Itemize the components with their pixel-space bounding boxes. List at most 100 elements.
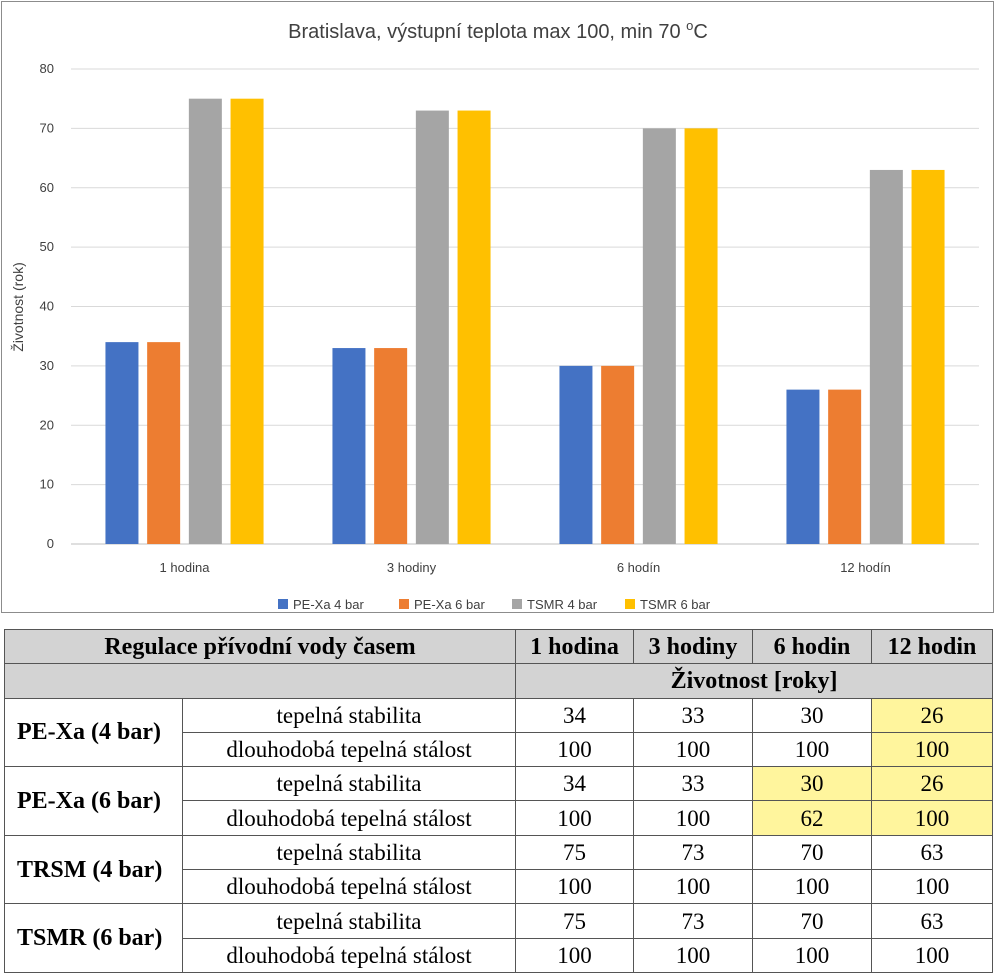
value-cell: 75: [515, 903, 635, 939]
row-label: dlouhodobá tepelná stálost: [181, 869, 517, 905]
chart-title: Bratislava, výstupní teplota max 100, mi…: [288, 18, 708, 43]
group-label: TSMR (6 bar): [4, 903, 183, 973]
bar: [786, 389, 820, 544]
bar: [457, 110, 491, 544]
column-header: 1 hodina: [515, 628, 635, 665]
chart-panel: Bratislava, výstupní teplota max 100, mi…: [1, 1, 994, 613]
bar: [147, 342, 181, 544]
column-header: 6 hodin: [752, 628, 873, 665]
bar: [559, 365, 593, 544]
value-cell: 100: [752, 937, 873, 974]
value-cell: 26: [871, 766, 994, 802]
x-tick-label: 6 hodín: [617, 560, 660, 575]
row-label: dlouhodobá tepelná stálost: [181, 800, 517, 836]
column-header: 3 hodiny: [633, 628, 754, 665]
value-cell: 33: [633, 697, 754, 733]
bar-chart: Bratislava, výstupní teplota max 100, mi…: [10, 18, 979, 612]
table-row: PE-Xa (6 bar) tepelná stabilita 34 33 30 26: [4, 766, 994, 836]
row-label: dlouhodobá tepelná stálost: [181, 937, 517, 974]
row-label: tepelná stabilita: [181, 903, 517, 939]
value-cell: 26: [871, 697, 994, 733]
chart-title-main: Bratislava, výstupní teplota max 100, mi…: [288, 21, 686, 43]
value-cell: 100: [515, 800, 635, 836]
y-tick-label: 0: [47, 536, 54, 551]
x-tick-label: 3 hodiny: [387, 560, 437, 575]
bar: [642, 128, 676, 544]
table-subheader: Životnost [roky]: [515, 663, 994, 699]
value-cell: 70: [752, 834, 873, 871]
y-axis-label: Životnost (rok): [10, 262, 26, 351]
y-tick-label: 80: [40, 61, 54, 76]
bar: [911, 169, 945, 544]
bar: [332, 348, 366, 544]
x-tick-labels: 1 hodina 3 hodiny 6 hodín 12 hodín: [160, 560, 891, 575]
value-cell: 30: [752, 697, 873, 733]
value-cell: 30: [752, 766, 873, 802]
value-cell: 75: [515, 834, 635, 871]
value-cell: 100: [515, 869, 635, 905]
table-row: PE-Xa (4 bar) tepelná stabilita 34 33 30 26: [4, 697, 994, 768]
legend-swatch: [278, 599, 288, 609]
value-cell: 100: [515, 731, 635, 768]
y-tick-label: 30: [40, 358, 54, 373]
bar: [684, 128, 718, 544]
value-cell: 100: [871, 731, 994, 768]
value-cell: 33: [633, 766, 754, 802]
table-header-label: Regulace přívodní vody časem: [3, 628, 517, 665]
table-header-row: Regulace přívodní vody časem 1 hodina 3 …: [3, 628, 994, 665]
column-header: 12 hodin: [871, 628, 994, 665]
y-tick-label: 40: [40, 299, 54, 314]
value-cell: 100: [752, 731, 873, 768]
value-cell: 100: [871, 800, 994, 836]
value-cell: 70: [752, 903, 873, 939]
value-cell: 34: [515, 697, 635, 733]
table-row: dlouhodobá tepelná stálost 100 100 62 100: [5, 800, 994, 836]
value-cell: 63: [871, 903, 994, 939]
legend-swatch: [512, 599, 522, 609]
legend-label: PE-Xa 4 bar: [293, 597, 364, 612]
row-label: dlouhodobá tepelná stálost: [181, 731, 517, 768]
y-tick-label: 50: [40, 239, 54, 254]
table-row: TRSM (4 bar) tepelná stabilita 75 73 70 63: [4, 834, 994, 905]
legend-label: TSMR 6 bar: [640, 597, 711, 612]
bar: [374, 348, 408, 544]
legend-swatch: [399, 599, 409, 609]
table-row: dlouhodobá tepelná stálost 100 100 100 100: [5, 731, 994, 768]
legend-swatch: [625, 599, 635, 609]
value-cell: 100: [633, 800, 754, 836]
value-cell: 73: [633, 834, 754, 871]
bar: [230, 98, 264, 544]
gridlines: [71, 68, 979, 545]
group-label: PE-Xa (4 bar): [4, 697, 183, 768]
value-cell: 62: [752, 800, 873, 836]
bar: [105, 342, 139, 544]
bar: [415, 110, 449, 544]
table-subheader-row: Životnost [roky]: [3, 663, 994, 699]
legend-label: PE-Xa 6 bar: [414, 597, 485, 612]
value-cell: 100: [515, 937, 635, 974]
y-tick-label: 70: [40, 120, 54, 135]
subheader-blank: [3, 663, 517, 699]
y-tick-label: 10: [40, 477, 54, 492]
y-tick-label: 60: [40, 180, 54, 195]
chart-title-degree: o: [686, 18, 693, 33]
value-cell: 100: [871, 937, 994, 974]
table-row: dlouhodobá tepelná stálost 100 100 100 100: [5, 869, 994, 905]
lifetime-table: Regulace přívodní vody časem 1 hodina 3 …: [3, 628, 994, 974]
x-tick-label: 1 hodina: [160, 560, 211, 575]
value-cell: 34: [515, 766, 635, 802]
bars: [105, 98, 945, 544]
value-cell: 63: [871, 834, 994, 871]
bar: [601, 365, 635, 544]
legend-label: TSMR 4 bar: [527, 597, 598, 612]
table-row: dlouhodobá tepelná stálost 100 100 100 100: [5, 937, 994, 974]
group-label: PE-Xa (6 bar): [4, 766, 183, 836]
legend: PE-Xa 4 bar PE-Xa 6 bar TSMR 4 bar TSMR 6 b…: [278, 597, 711, 612]
bar: [828, 389, 862, 544]
x-tick-label: 12 hodín: [840, 560, 891, 575]
chart-title-unit: C: [693, 21, 707, 43]
row-label: tepelná stabilita: [181, 834, 517, 871]
y-tick-label: 20: [40, 417, 54, 432]
value-cell: 100: [752, 869, 873, 905]
bar: [188, 98, 222, 544]
